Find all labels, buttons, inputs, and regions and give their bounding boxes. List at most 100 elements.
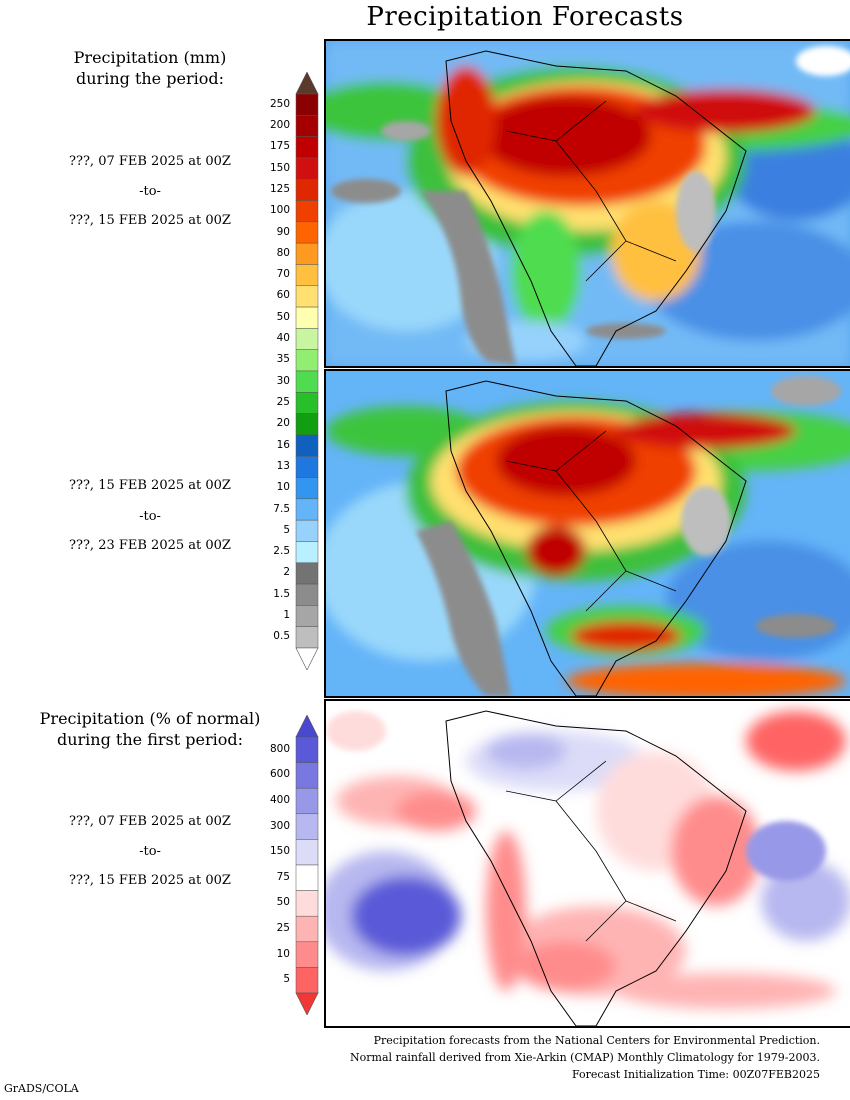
mm-colorbar-swatch — [295, 477, 319, 500]
mm-colorbar-swatch — [295, 392, 319, 414]
mm-colorbar-tick-label: 2 — [283, 566, 290, 579]
period1-start: ???, 07 FEB 2025 at 00Z — [69, 154, 231, 169]
mm-colorbar-tick-label: 100 — [269, 204, 290, 217]
pct-period-end: ???, 15 FEB 2025 at 00Z — [69, 873, 231, 888]
mm-colorbar-tick-label: 35 — [276, 353, 290, 366]
mm-colorbar-swatch — [295, 328, 319, 350]
mm-colorbar-swatch — [295, 583, 319, 606]
mm-colorbar-swatch — [295, 498, 319, 521]
credit-line3: Forecast Initialization Time: 00Z07FEB20… — [571, 1068, 820, 1081]
mm-colorbar-swatch — [295, 264, 319, 287]
pct-colorbar-tick-label: 400 — [269, 794, 290, 806]
page-title: Precipitation Forecasts — [366, 2, 684, 32]
mm-colorbar-tick-label: 16 — [276, 438, 290, 451]
mm-colorbar-swatch — [295, 370, 319, 393]
mm-colorbar-swatch — [295, 242, 319, 265]
credit-line1: Precipitation forecasts from the Nationa… — [373, 1034, 820, 1047]
period2-end: ???, 23 FEB 2025 at 00Z — [69, 538, 231, 553]
pct-colorbar-top-arrow — [295, 715, 319, 738]
precip-pct-heading-line2: during the first period: — [56, 730, 244, 749]
precip-mm-colorbar: 250 200 175 150 125 100 90 80 70 60 50 40 35 30 25 20 16… — [250, 72, 320, 670]
pct-colorbar-swatch — [295, 941, 319, 968]
mm-colorbar-swatch — [295, 136, 319, 159]
pct-colorbar-bottom-arrow — [295, 992, 319, 1015]
mm-colorbar-swatch — [295, 413, 319, 436]
mm-colorbar-tick-label: 2.5 — [273, 545, 290, 558]
pct-colorbar-swatch — [295, 839, 319, 866]
pct-colorbar-swatch — [295, 864, 319, 891]
period2-sep: -to- — [139, 509, 161, 524]
precip-map-period2 — [324, 369, 850, 698]
pct-colorbar-tick-label: 75 — [276, 870, 290, 883]
mm-colorbar-swatch — [295, 434, 319, 457]
precip-map-period1 — [324, 39, 850, 368]
precip-pct-heading-line1: Precipitation (% of normal) — [39, 709, 261, 728]
mm-colorbar-tick-label: 60 — [276, 289, 290, 302]
mm-colorbar-tick-label: 7.5 — [273, 502, 290, 515]
mm-colorbar-swatch — [295, 178, 319, 201]
mm-colorbar-tick-label: 125 — [269, 182, 290, 195]
mm-colorbar-swatch — [295, 541, 319, 564]
period2-start: ???, 15 FEB 2025 at 00Z — [69, 478, 231, 493]
mm-colorbar-tick-label: 50 — [276, 310, 290, 323]
mm-colorbar-tick-label: 175 — [269, 140, 290, 153]
pct-colorbar-swatch — [295, 762, 319, 789]
precip-pct-colorbar: 800 600 400 300 150 75 50 25 10 5 — [250, 715, 320, 1015]
mm-colorbar-swatch — [295, 306, 319, 329]
pct-colorbar-tick-label: 25 — [276, 922, 290, 934]
mm-colorbar-tick-label: 40 — [276, 332, 290, 345]
precip-pct-map — [324, 699, 850, 1028]
pct-colorbar-tick-label: 10 — [276, 947, 290, 960]
mm-colorbar-top-arrow — [295, 72, 319, 95]
mm-colorbar-swatch — [295, 157, 319, 180]
mm-colorbar-tick-label: 200 — [269, 118, 290, 131]
mm-colorbar-tick-label: 90 — [276, 225, 290, 238]
mm-colorbar-swatch — [295, 285, 319, 308]
pct-colorbar-tick-label: 5 — [283, 973, 290, 986]
pct-colorbar-swatch — [295, 915, 319, 943]
mm-colorbar-tick-label: 0.5 — [273, 630, 290, 643]
mm-colorbar-tick-label: 30 — [276, 374, 290, 387]
mm-colorbar-swatch — [295, 349, 319, 372]
precip-mm-heading-line1: Precipitation (mm) — [73, 48, 227, 67]
mm-colorbar-tick-label: 10 — [276, 481, 290, 494]
pct-colorbar-swatch — [295, 890, 319, 917]
grads-footer: GrADS/COLA — [4, 1082, 79, 1095]
mm-colorbar-tick-label: 1.5 — [273, 587, 290, 600]
mm-colorbar-swatch — [295, 519, 319, 542]
mm-colorbar-tick-label: 20 — [276, 417, 290, 430]
mm-colorbar-swatch — [295, 626, 319, 649]
pct-colorbar-tick-label: 50 — [276, 896, 290, 909]
pct-colorbar-tick-label: 800 — [269, 742, 290, 755]
mm-colorbar-tick-label: 250 — [269, 97, 290, 110]
mm-colorbar-tick-label: 150 — [269, 161, 290, 174]
credit-line2: Normal rainfall derived from Xie-Arkin (… — [350, 1051, 820, 1064]
precip-pct-heading: Precipitation (% of normal) during the f… — [30, 708, 270, 750]
mm-colorbar-swatch — [295, 200, 319, 223]
mm-colorbar-tick-label: 5 — [283, 523, 290, 536]
pct-colorbar-tick-label: 600 — [269, 768, 290, 781]
mm-colorbar-tick-label: 80 — [276, 246, 290, 259]
mm-colorbar-bottom-arrow — [295, 647, 319, 670]
pct-colorbar-swatch — [295, 967, 319, 994]
mm-colorbar-tick-label: 25 — [276, 395, 290, 408]
mm-colorbar-swatch — [295, 455, 319, 478]
mm-colorbar-swatch — [295, 562, 319, 585]
pct-colorbar-tick-label: 300 — [269, 819, 290, 832]
mm-colorbar-swatch — [295, 605, 319, 627]
pct-colorbar-tick-label: 150 — [269, 845, 290, 858]
pct-period-sep: -to- — [139, 844, 161, 859]
mm-colorbar-swatch — [295, 93, 319, 116]
pct-period-start: ???, 07 FEB 2025 at 00Z — [69, 814, 231, 829]
precip-mm-heading: Precipitation (mm) during the period: — [40, 47, 260, 89]
mm-colorbar-svg — [295, 72, 319, 670]
period1-end: ???, 15 FEB 2025 at 00Z — [69, 213, 231, 228]
pct-colorbar-swatch — [295, 813, 319, 840]
precip-mm-heading-line2: during the period: — [76, 69, 224, 88]
pct-colorbar-swatch — [295, 787, 319, 815]
period1-sep: -to- — [139, 184, 161, 199]
pct-colorbar-swatch — [295, 736, 319, 763]
mm-colorbar-tick-label: 70 — [276, 268, 290, 281]
pct-colorbar-svg — [295, 715, 319, 1015]
mm-colorbar-swatch — [295, 115, 319, 137]
